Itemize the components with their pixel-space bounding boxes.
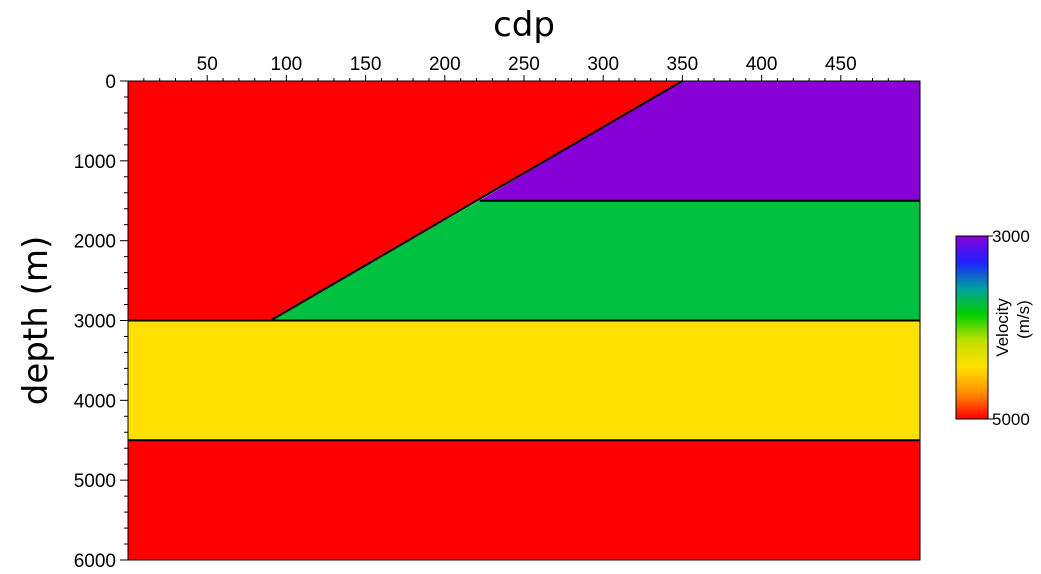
y-tick-label: 0 xyxy=(105,72,116,93)
x-tick-label: 150 xyxy=(350,54,382,75)
x-tick-label: 100 xyxy=(271,54,303,75)
y-tick-label: 6000 xyxy=(74,551,116,572)
colorbar-unit: (m/s) xyxy=(1014,300,1033,339)
y-axis-title: depth (m) xyxy=(16,236,56,405)
y-axis: 0 1000 2000 3000 4000 5000 6000 xyxy=(74,72,128,572)
x-tick-label: 300 xyxy=(587,54,619,75)
x-tick-label: 350 xyxy=(667,54,699,75)
colorbar-gradient xyxy=(955,235,989,420)
x-axis-title: cdp xyxy=(493,5,555,45)
y-tick-label: 5000 xyxy=(74,471,116,492)
x-tick-label: 250 xyxy=(508,54,540,75)
x-tick-label: 200 xyxy=(429,54,461,75)
colorbar-title: Velocity xyxy=(993,298,1012,357)
bottom-layer xyxy=(127,440,921,561)
boundary-line xyxy=(270,80,683,322)
plot-area xyxy=(127,80,921,561)
yellow-layer xyxy=(127,320,921,441)
layer-boundaries xyxy=(128,80,920,442)
colorbar-min-label: 5000 xyxy=(992,410,1030,429)
y-tick-label: 3000 xyxy=(74,312,116,333)
x-tick-label: 450 xyxy=(825,54,857,75)
y-tick-label: 1000 xyxy=(74,152,116,173)
x-axis: 50 100 150 200 250 300 350 400 450 xyxy=(143,54,905,81)
x-tick-label: 50 xyxy=(197,54,218,75)
colorbar: 3000 5000 Velocity (m/s) xyxy=(955,227,1033,429)
x-tick-label: 400 xyxy=(746,54,778,75)
y-tick-label: 4000 xyxy=(74,391,116,412)
colorbar-max-label: 3000 xyxy=(992,227,1030,246)
y-tick-label: 2000 xyxy=(74,232,116,253)
